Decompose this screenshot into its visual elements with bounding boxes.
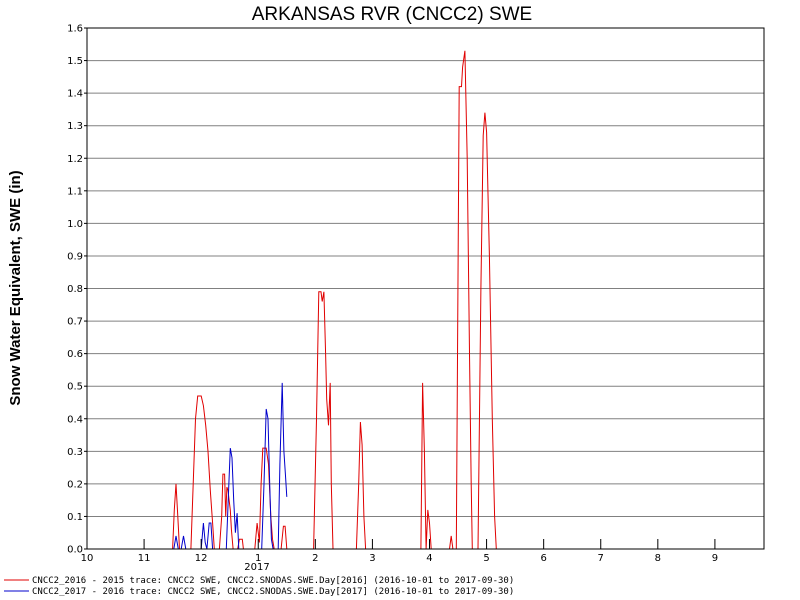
y-tick-label: 1.6 [67, 24, 83, 35]
x-tick-label: 5 [483, 553, 489, 564]
y-tick-label: 0.4 [67, 414, 83, 425]
x-tick-label: 11 [138, 553, 151, 564]
y-tick-label: 0.5 [67, 382, 83, 393]
y-tick-label: 1.3 [67, 121, 83, 132]
x-tick-label: 9 [712, 553, 718, 564]
y-tick-label: 0.7 [67, 317, 83, 328]
y-tick-label: 1.5 [67, 56, 83, 67]
y-tick-label: 0.2 [67, 479, 83, 490]
x-axis-ticks: 10 11 12 1 2 3 4 5 6 7 8 9 [81, 539, 718, 564]
x-tick-label: 6 [540, 553, 546, 564]
y-tick-label: 1.4 [67, 89, 83, 100]
y-tick-label: 0.1 [67, 512, 83, 523]
y-tick-label: 1.2 [67, 154, 83, 165]
y-tick-label: 0.3 [67, 447, 83, 458]
x-tick-label: 4 [426, 553, 432, 564]
x-tick-label: 8 [655, 553, 661, 564]
grid [87, 27, 764, 517]
x-tick-label: 12 [195, 553, 208, 564]
legend-entry-1: CNCC2_2016 - 2015 trace: CNCC2 SWE, CNCC… [32, 576, 514, 586]
x-tick-label: 2 [312, 553, 318, 564]
x-tick-label: 1 [255, 553, 261, 564]
legend-entry-2: CNCC2_2017 - 2016 trace: CNCC2 SWE, CNCC… [32, 587, 514, 597]
y-axis-ticks: 0.0 0.1 0.2 0.3 0.4 0.5 0.6 0.7 0.8 0.9 1.0 1.1 1.2 1… [67, 24, 87, 556]
x-tick-label: 7 [598, 553, 604, 564]
y-tick-label: 1.1 [67, 186, 83, 197]
legend: CNCC2_2016 - 2015 trace: CNCC2 SWE, CNCC… [4, 576, 514, 597]
y-tick-label: 1.0 [67, 219, 83, 230]
y-tick-label: 0.8 [67, 284, 83, 295]
chart-title: ARKANSAS RVR (CNCC2) SWE [252, 4, 532, 25]
y-tick-label: 0.9 [67, 251, 83, 262]
x-tick-label: 10 [81, 553, 94, 564]
series-line-2 [173, 382, 288, 550]
y-axis-label: Snow Water Equivalent, SWE (in) [7, 170, 24, 405]
x-tick-label: 3 [369, 553, 375, 564]
y-tick-label: 0.6 [67, 349, 83, 360]
year-label: 2017 [244, 562, 269, 573]
y-tick-label: 0.0 [67, 545, 83, 556]
